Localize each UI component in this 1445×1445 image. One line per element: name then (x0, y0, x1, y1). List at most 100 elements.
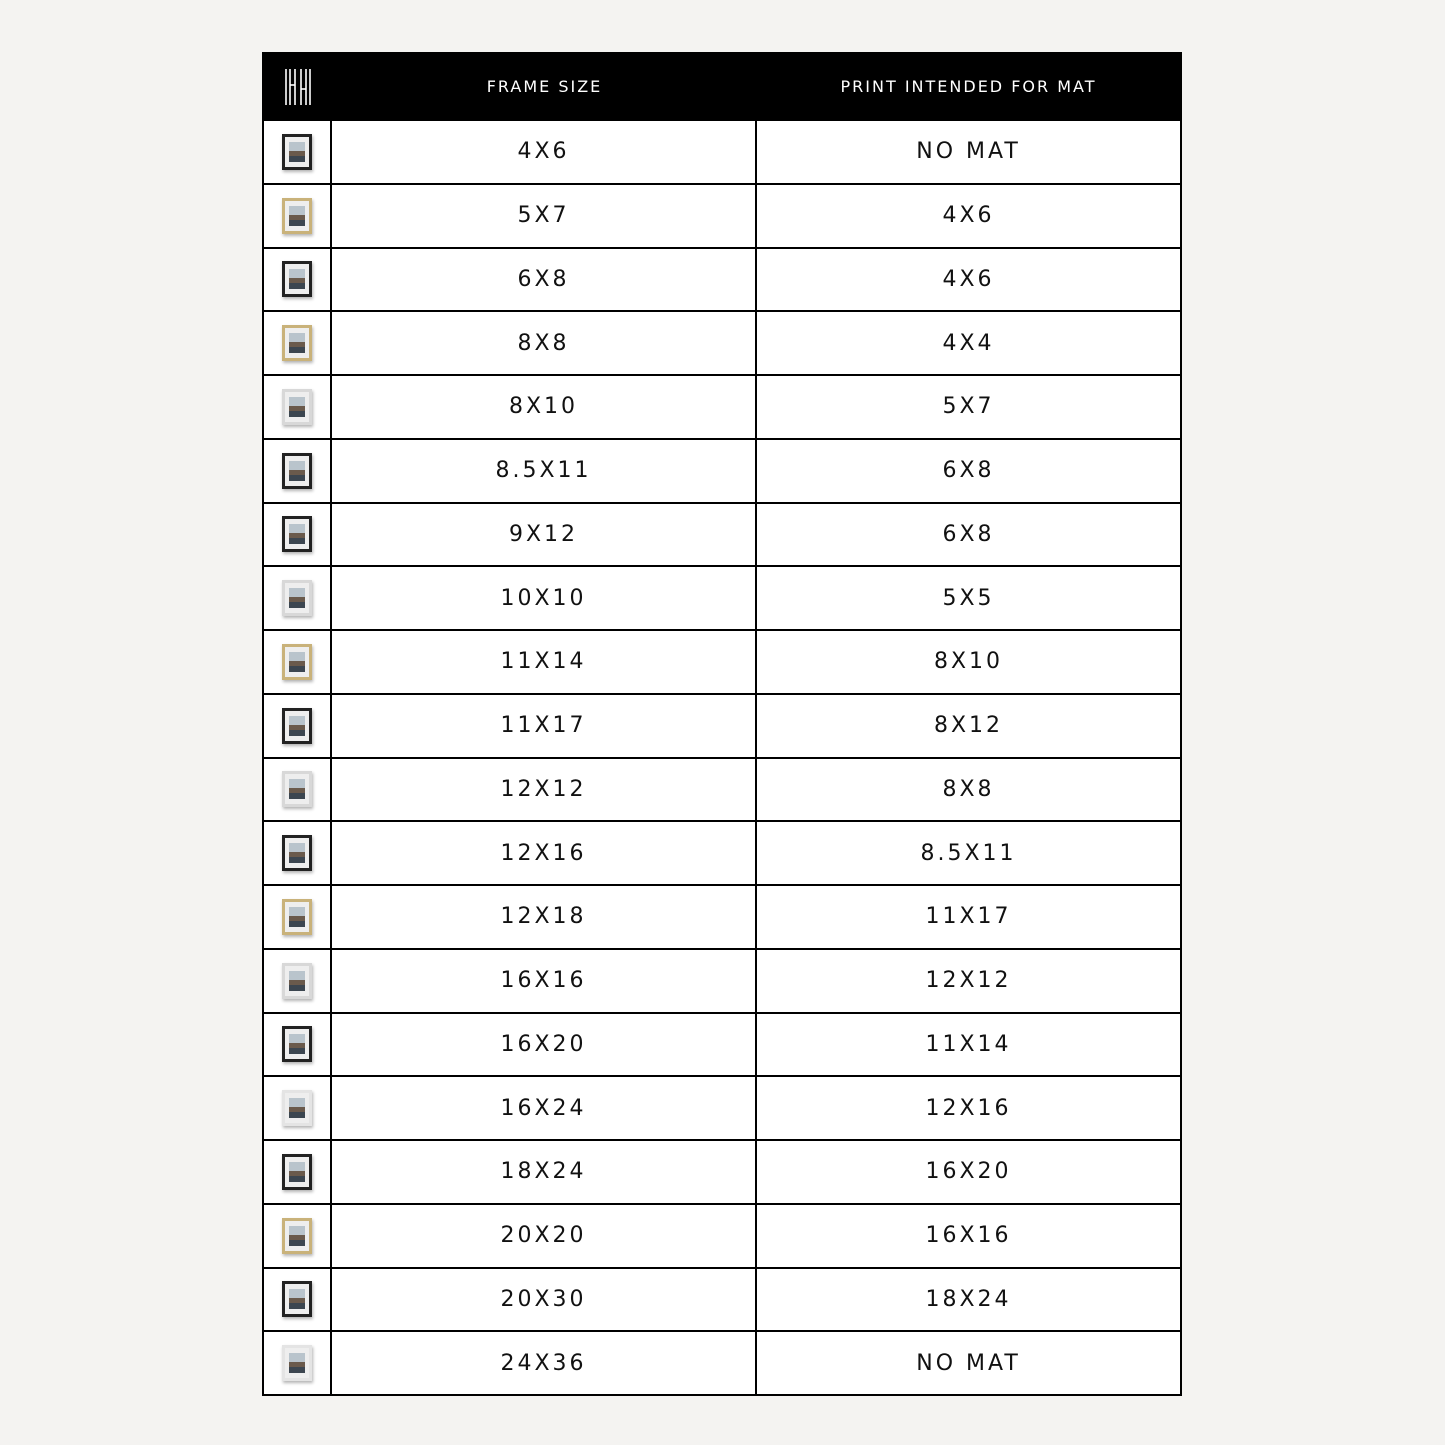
table-row: 12X16 8.5X11 (264, 820, 1180, 884)
photo-icon (289, 333, 305, 354)
frame-size: 11X17 (332, 694, 757, 757)
mat-print-size: 5X5 (942, 585, 995, 611)
frame-thumbnail (282, 133, 312, 170)
mat-print-size: 8X12 (933, 713, 1004, 739)
frame-size: 6X8 (332, 248, 757, 311)
mat-print-size: 16X20 (925, 1159, 1012, 1185)
frame-thumbnail-cell (264, 758, 332, 821)
frame-size: 20X20 (332, 1204, 757, 1267)
header-print-mat: PRINT INTENDED FOR MAT (840, 77, 1097, 96)
frame-size-table: FRAME SIZE PRINT INTENDED FOR MAT 4X6 NO… (262, 52, 1182, 1396)
photo-icon (289, 651, 305, 672)
photo-icon (289, 970, 305, 991)
mat-print-size: 16X16 (925, 1223, 1012, 1249)
mat-print-size: NO MAT (916, 1350, 1021, 1376)
frame-thumbnail-cell (264, 1077, 332, 1139)
mat-print-size: 11X17 (925, 904, 1012, 930)
mat-print-size: 6X8 (942, 458, 995, 484)
frame-thumbnail-cell (264, 631, 332, 693)
frame-size: 4X6 (332, 121, 757, 183)
frame-size: 24X36 (332, 1332, 757, 1394)
mat-print-size: NO MAT (916, 139, 1021, 165)
mat-print-size: 12X16 (925, 1095, 1012, 1121)
table-row: 8.5X11 6X8 (264, 437, 1180, 502)
frame-size: 5X7 (332, 184, 757, 247)
frame-thumbnail-cell (264, 1268, 332, 1331)
table-row: 8X10 5X7 (264, 374, 1180, 438)
photo-icon (289, 269, 305, 290)
table-row: 16X24 12X16 (264, 1075, 1180, 1139)
mat-print-size: 18X24 (925, 1286, 1012, 1312)
photo-icon (289, 1289, 305, 1310)
table-row: 24X36 NO MAT (264, 1330, 1180, 1394)
frame-thumbnail (282, 898, 312, 935)
frame-size: 8X8 (332, 312, 757, 374)
photo-icon (289, 906, 305, 927)
frame-size: 8X10 (332, 376, 757, 438)
frame-thumbnail-cell (264, 886, 332, 948)
frame-thumbnail-cell (264, 1141, 332, 1203)
frame-size: 20X30 (332, 1268, 757, 1331)
frame-thumbnail (282, 962, 312, 999)
frame-size: 12X12 (332, 758, 757, 821)
frame-thumbnail (282, 452, 312, 489)
photo-icon (289, 1034, 305, 1055)
mat-print-size: 8X8 (942, 776, 995, 802)
frame-thumbnail (282, 1345, 312, 1382)
photo-icon (289, 1225, 305, 1246)
frame-thumbnail-cell (264, 121, 332, 183)
frame-thumbnail-cell (264, 1013, 332, 1076)
frame-thumbnail-cell (264, 822, 332, 884)
frame-thumbnail-cell (264, 1204, 332, 1267)
frame-size: 12X18 (332, 886, 757, 948)
mat-print-size: 4X6 (942, 266, 995, 292)
frame-thumbnail-cell (264, 949, 332, 1012)
photo-icon (289, 1353, 305, 1374)
table-row: 6X8 4X6 (264, 246, 1180, 311)
frame-thumbnail (282, 516, 312, 553)
frame-size: 16X20 (332, 1013, 757, 1076)
table-row: 20X30 18X24 (264, 1266, 1180, 1331)
frame-size: 10X10 (332, 567, 757, 629)
frame-thumbnail (282, 388, 312, 425)
brand-logo (264, 54, 332, 119)
mat-print-size: 4X6 (942, 203, 995, 229)
frame-thumbnail (282, 325, 312, 362)
frame-thumbnail (282, 1026, 312, 1063)
frame-thumbnail (282, 197, 312, 234)
frame-size: 9X12 (332, 503, 757, 566)
table-row: 9X12 6X8 (264, 501, 1180, 566)
frame-thumbnail (282, 1281, 312, 1318)
frame-thumbnail-cell (264, 503, 332, 566)
frame-thumbnail-cell (264, 376, 332, 438)
photo-icon (289, 779, 305, 800)
photo-icon (289, 141, 305, 162)
frame-size: 18X24 (332, 1141, 757, 1203)
table-row: 10X10 5X5 (264, 565, 1180, 629)
photo-icon (289, 843, 305, 864)
table-row: 12X18 11X17 (264, 884, 1180, 948)
frame-size: 11X14 (332, 631, 757, 693)
photo-icon (289, 460, 305, 481)
photo-icon (289, 1161, 305, 1182)
table-row: 16X20 11X14 (264, 1011, 1180, 1076)
table-row: 11X14 8X10 (264, 629, 1180, 693)
frame-thumbnail (282, 580, 312, 617)
table-header: FRAME SIZE PRINT INTENDED FOR MAT (264, 54, 1180, 119)
mat-print-size: 8X10 (933, 649, 1004, 675)
frame-size: 16X24 (332, 1077, 757, 1139)
frame-thumbnail-cell (264, 567, 332, 629)
frame-thumbnail (282, 707, 312, 744)
photo-icon (289, 715, 305, 736)
frame-thumbnail-cell (264, 248, 332, 311)
frame-thumbnail (282, 1153, 312, 1190)
table-row: 4X6 NO MAT (264, 119, 1180, 183)
mat-print-size: 5X7 (942, 394, 995, 420)
photo-icon (289, 205, 305, 226)
photo-icon (289, 1098, 305, 1119)
photo-icon (289, 524, 305, 545)
frame-size: 16X16 (332, 949, 757, 1012)
frame-thumbnail-cell (264, 1332, 332, 1394)
frame-thumbnail-cell (264, 694, 332, 757)
table-row: 12X12 8X8 (264, 756, 1180, 821)
